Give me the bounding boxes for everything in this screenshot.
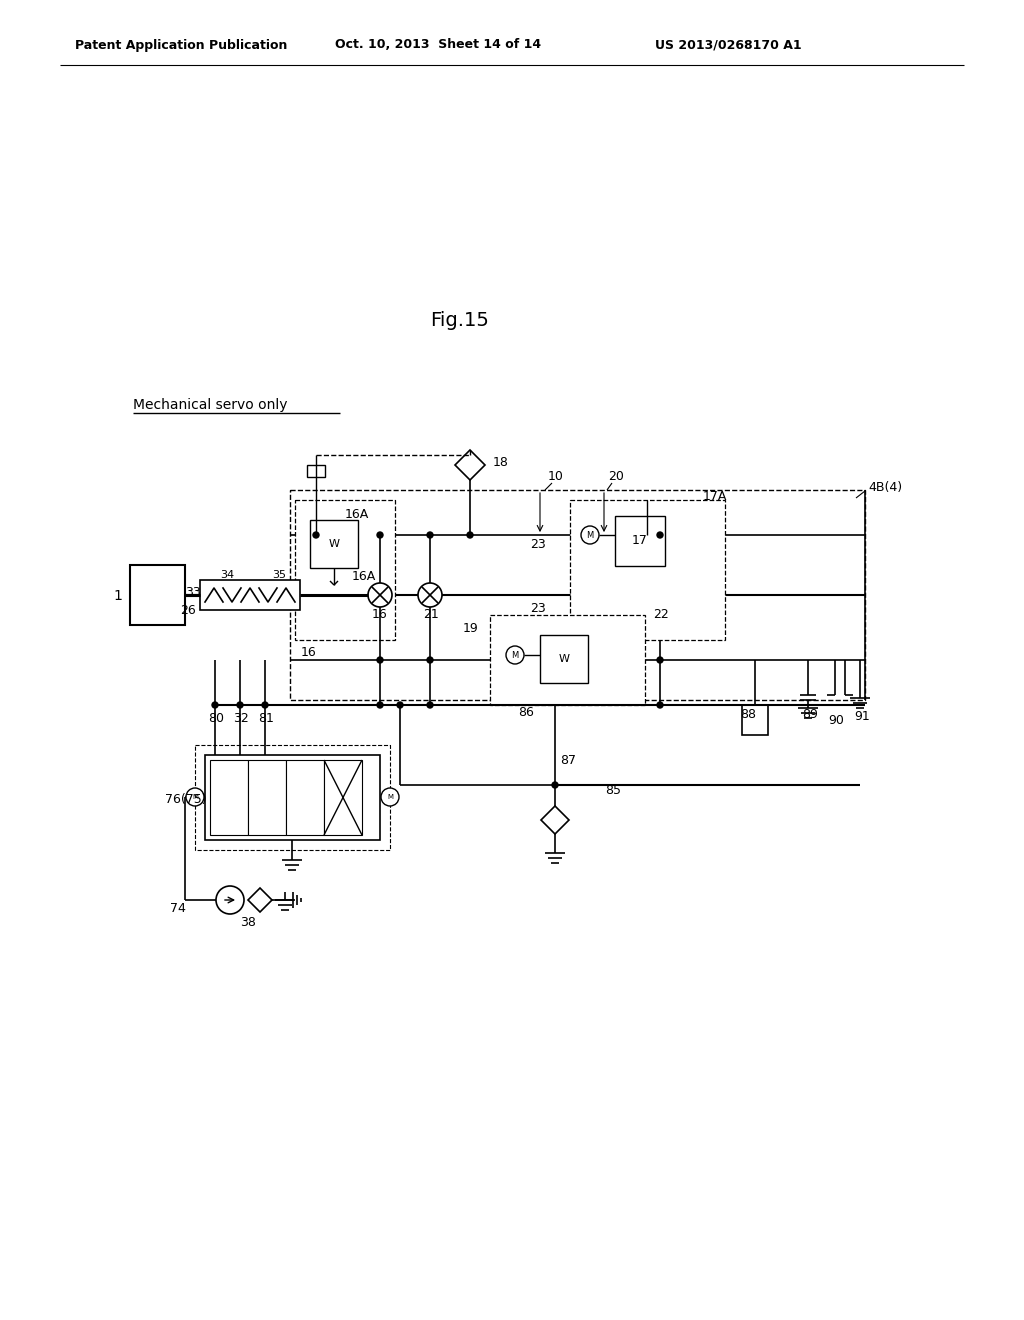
Text: 16A: 16A: [345, 508, 370, 521]
Text: 35: 35: [272, 570, 286, 579]
Circle shape: [313, 532, 319, 539]
Text: 91: 91: [854, 710, 869, 722]
Text: Oct. 10, 2013  Sheet 14 of 14: Oct. 10, 2013 Sheet 14 of 14: [335, 38, 541, 51]
Circle shape: [648, 583, 672, 607]
Bar: [615, 516, 665, 566]
Circle shape: [427, 702, 433, 708]
Text: 85: 85: [605, 784, 621, 796]
Bar: [205, 755, 380, 840]
Text: 88: 88: [740, 709, 756, 722]
Text: 89: 89: [802, 709, 818, 722]
Bar: [290, 490, 865, 700]
Circle shape: [581, 525, 599, 544]
Bar: [295, 500, 395, 640]
Text: 74: 74: [170, 902, 186, 915]
Text: M: M: [587, 531, 594, 540]
Circle shape: [397, 702, 403, 708]
Circle shape: [368, 583, 392, 607]
Bar: [490, 615, 645, 705]
Text: 86: 86: [518, 706, 534, 719]
Circle shape: [552, 781, 558, 788]
Text: M: M: [387, 795, 393, 800]
Bar: [310, 520, 358, 568]
Circle shape: [657, 657, 663, 663]
Bar: [210, 760, 248, 836]
Text: 4B(4): 4B(4): [868, 482, 902, 495]
Text: 81: 81: [258, 711, 273, 725]
Text: 16A: 16A: [352, 570, 376, 583]
Text: 16: 16: [301, 645, 316, 659]
Text: 34: 34: [220, 570, 234, 579]
Bar: [540, 635, 588, 682]
Circle shape: [377, 532, 383, 539]
Bar: [195, 744, 390, 850]
Text: 18: 18: [493, 455, 509, 469]
Text: Patent Application Publication: Patent Application Publication: [75, 38, 288, 51]
Text: 23: 23: [530, 602, 546, 615]
Text: 17: 17: [632, 535, 648, 548]
Circle shape: [216, 886, 244, 913]
Circle shape: [418, 583, 442, 607]
Text: 22: 22: [653, 607, 669, 620]
Text: M: M: [193, 795, 198, 800]
Circle shape: [506, 645, 524, 664]
Text: W: W: [558, 653, 569, 664]
Bar: [248, 760, 286, 836]
Text: Mechanical servo only: Mechanical servo only: [133, 399, 288, 412]
Bar: [570, 500, 725, 640]
Bar: [307, 465, 325, 477]
Circle shape: [237, 702, 243, 708]
Text: 90: 90: [828, 714, 844, 726]
Bar: [200, 579, 300, 610]
Circle shape: [467, 532, 473, 539]
Bar: [324, 760, 362, 836]
Circle shape: [377, 657, 383, 663]
Text: US 2013/0268170 A1: US 2013/0268170 A1: [655, 38, 802, 51]
Text: 23: 23: [530, 539, 546, 552]
Polygon shape: [541, 807, 569, 834]
Text: 20: 20: [608, 470, 624, 483]
Circle shape: [186, 788, 204, 807]
Circle shape: [212, 702, 218, 708]
Text: 17A: 17A: [703, 490, 727, 503]
Text: W: W: [329, 539, 340, 549]
Circle shape: [427, 532, 433, 539]
Text: 26: 26: [180, 603, 196, 616]
Text: 19: 19: [463, 622, 479, 635]
Circle shape: [262, 702, 268, 708]
Text: 76(75): 76(75): [165, 793, 207, 807]
Text: 33: 33: [185, 586, 201, 599]
Polygon shape: [248, 888, 272, 912]
Text: Fig.15: Fig.15: [430, 310, 488, 330]
Text: M: M: [511, 651, 518, 660]
Text: 16: 16: [372, 607, 388, 620]
Circle shape: [381, 788, 399, 807]
Bar: [130, 565, 185, 624]
Text: 80: 80: [208, 711, 224, 725]
Bar: [286, 760, 324, 836]
Circle shape: [657, 702, 663, 708]
Bar: [742, 705, 768, 735]
Polygon shape: [455, 450, 485, 480]
Text: 87: 87: [560, 754, 575, 767]
Text: 38: 38: [240, 916, 256, 928]
Circle shape: [377, 702, 383, 708]
Circle shape: [657, 532, 663, 539]
Text: 32: 32: [233, 711, 249, 725]
Text: 21: 21: [423, 607, 438, 620]
Text: 10: 10: [548, 470, 564, 483]
Circle shape: [427, 657, 433, 663]
Text: 1: 1: [113, 589, 122, 603]
